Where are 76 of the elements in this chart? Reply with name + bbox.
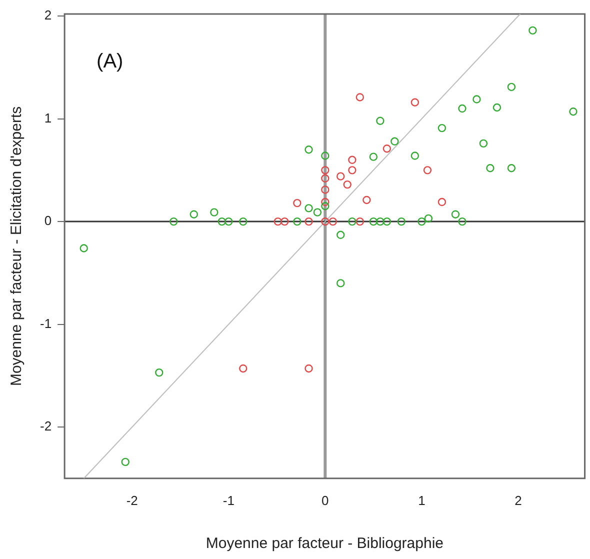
- point: [321, 186, 330, 194]
- point: [424, 214, 433, 223]
- point: [390, 137, 399, 146]
- point: [492, 103, 502, 112]
- point: [356, 217, 364, 226]
- point: [458, 217, 466, 226]
- point: [376, 217, 384, 226]
- x-tick-label: -1: [222, 492, 234, 508]
- point: [293, 217, 302, 226]
- point: [313, 208, 322, 216]
- point: [321, 198, 330, 206]
- y-tick-label: 2: [44, 8, 52, 23]
- point: [410, 98, 420, 106]
- point: [418, 217, 426, 226]
- point: [343, 180, 352, 189]
- point: [382, 217, 392, 226]
- point: [210, 208, 218, 216]
- point: [239, 217, 248, 226]
- point: [507, 164, 516, 172]
- point: [224, 217, 233, 226]
- point: [336, 172, 345, 180]
- point: [274, 217, 282, 226]
- y-tick-label: -1: [40, 316, 52, 331]
- point: [239, 364, 248, 373]
- point: [321, 217, 330, 226]
- x-axis-title: Moyenne par facteur - Bibliographie: [206, 535, 444, 552]
- point: [451, 210, 460, 218]
- point: [348, 166, 356, 174]
- point: [328, 217, 337, 226]
- point: [458, 104, 466, 113]
- point: [304, 364, 313, 373]
- point: [423, 166, 432, 174]
- point: [528, 26, 537, 35]
- point: [479, 139, 488, 148]
- point: [336, 279, 345, 288]
- point: [369, 217, 378, 226]
- y-tick-label: -2: [40, 418, 52, 434]
- point: [304, 146, 313, 154]
- point: [190, 210, 198, 218]
- point: [362, 196, 371, 204]
- x-tick-label: -2: [126, 492, 138, 508]
- point: [121, 458, 130, 466]
- point: [356, 93, 364, 102]
- point: [438, 198, 446, 206]
- y-axis-title: Moyenne par facteur - Elicitation d'experts: [8, 106, 26, 386]
- x-tick-label: 1: [418, 492, 426, 508]
- point: [80, 244, 88, 252]
- point: [348, 156, 356, 164]
- y-tick-label: 1: [44, 110, 52, 126]
- point: [280, 217, 289, 226]
- point: [304, 204, 313, 212]
- point: [321, 166, 330, 174]
- x-tick-label: 2: [514, 492, 522, 508]
- point: [410, 152, 420, 160]
- point: [376, 116, 384, 125]
- y-tick-label: 0: [44, 213, 52, 228]
- point: [304, 217, 313, 226]
- point: [348, 217, 356, 226]
- point: [336, 230, 345, 239]
- point: [397, 217, 406, 226]
- point: [218, 217, 226, 226]
- annotation: (A): [96, 50, 124, 73]
- point: [569, 108, 578, 116]
- point: [369, 152, 378, 161]
- point: [321, 202, 330, 210]
- x-tick-label: 0: [322, 492, 329, 508]
- point: [382, 144, 392, 153]
- point: [321, 174, 330, 182]
- point: [507, 82, 516, 92]
- point: [293, 198, 302, 208]
- point: [472, 95, 481, 104]
- point: [438, 124, 446, 132]
- point: [170, 217, 178, 226]
- point: [486, 164, 494, 172]
- point: [155, 368, 164, 377]
- point: [321, 152, 330, 160]
